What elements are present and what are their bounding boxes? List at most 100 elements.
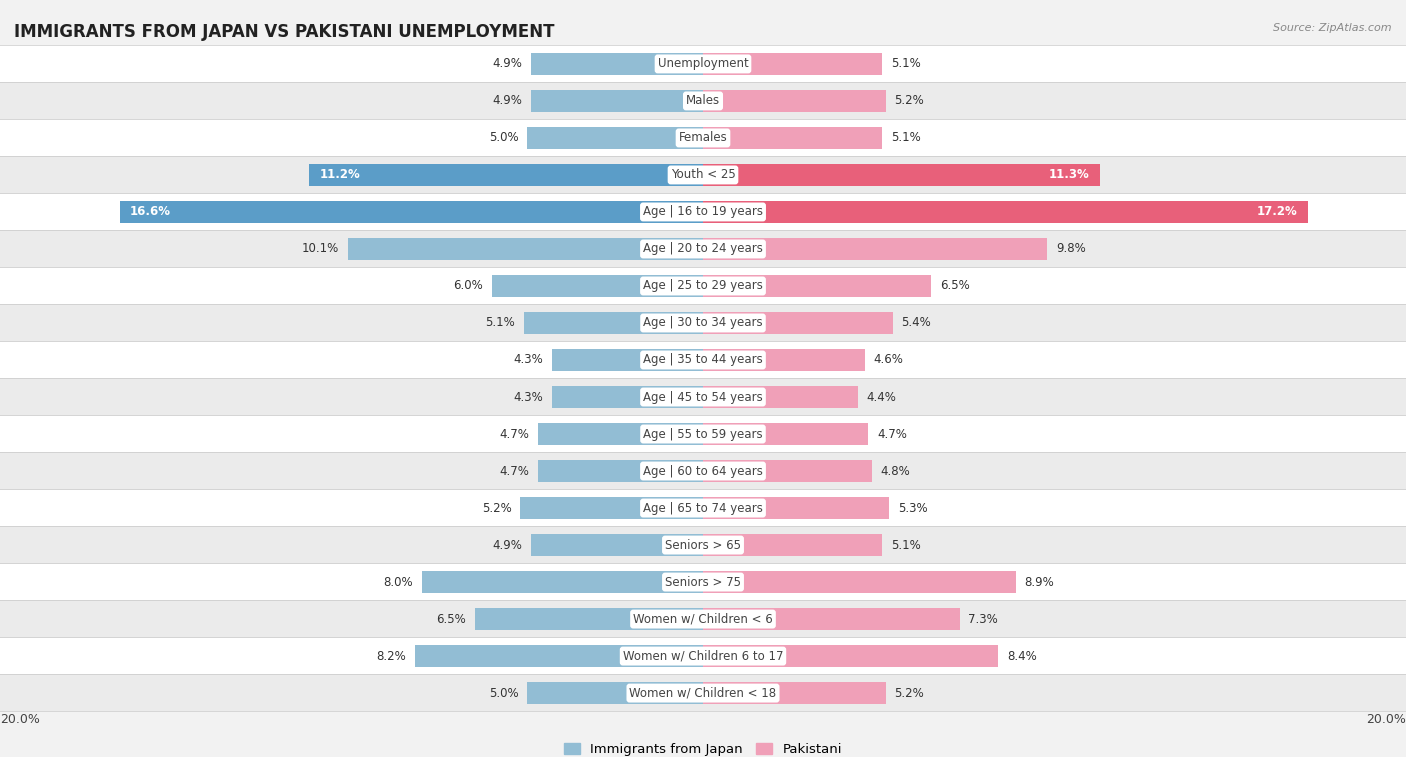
Bar	[703, 275, 932, 297]
Text: Unemployment: Unemployment	[658, 58, 748, 70]
Text: Youth < 25: Youth < 25	[671, 169, 735, 182]
Text: 8.0%: 8.0%	[384, 575, 413, 588]
Text: 7.3%: 7.3%	[969, 612, 998, 625]
FancyBboxPatch shape	[0, 563, 1406, 600]
Bar	[120, 201, 703, 223]
Text: 20.0%: 20.0%	[1367, 713, 1406, 727]
Bar	[703, 238, 1047, 260]
Bar	[703, 534, 883, 556]
Text: 17.2%: 17.2%	[1257, 205, 1296, 219]
FancyBboxPatch shape	[0, 304, 1406, 341]
Text: 5.1%: 5.1%	[891, 58, 921, 70]
Text: 4.9%: 4.9%	[492, 58, 522, 70]
FancyBboxPatch shape	[0, 674, 1406, 712]
Text: Age | 60 to 64 years: Age | 60 to 64 years	[643, 465, 763, 478]
Bar	[422, 571, 703, 593]
Bar	[527, 682, 703, 704]
Bar	[703, 312, 893, 334]
FancyBboxPatch shape	[0, 637, 1406, 674]
Text: 4.9%: 4.9%	[492, 95, 522, 107]
Text: 5.0%: 5.0%	[489, 687, 519, 699]
Bar	[527, 127, 703, 149]
Text: 11.3%: 11.3%	[1049, 169, 1090, 182]
Text: 11.2%: 11.2%	[321, 169, 360, 182]
FancyBboxPatch shape	[0, 157, 1406, 194]
Text: Women w/ Children < 6: Women w/ Children < 6	[633, 612, 773, 625]
Text: 4.9%: 4.9%	[492, 538, 522, 552]
Text: 5.2%: 5.2%	[482, 502, 512, 515]
Text: Age | 16 to 19 years: Age | 16 to 19 years	[643, 205, 763, 219]
Text: 5.2%: 5.2%	[894, 95, 924, 107]
Text: 6.5%: 6.5%	[436, 612, 465, 625]
Text: 8.2%: 8.2%	[377, 650, 406, 662]
Text: Age | 55 to 59 years: Age | 55 to 59 years	[643, 428, 763, 441]
Text: 10.1%: 10.1%	[302, 242, 339, 255]
Bar	[475, 608, 703, 630]
Text: Seniors > 65: Seniors > 65	[665, 538, 741, 552]
FancyBboxPatch shape	[0, 527, 1406, 563]
Text: 8.4%: 8.4%	[1007, 650, 1036, 662]
Text: Age | 45 to 54 years: Age | 45 to 54 years	[643, 391, 763, 403]
Bar	[531, 90, 703, 112]
Text: 5.3%: 5.3%	[898, 502, 928, 515]
Bar	[703, 90, 886, 112]
Text: 6.0%: 6.0%	[454, 279, 484, 292]
FancyBboxPatch shape	[0, 83, 1406, 120]
Text: 6.5%: 6.5%	[941, 279, 970, 292]
Text: Age | 35 to 44 years: Age | 35 to 44 years	[643, 354, 763, 366]
Text: 5.1%: 5.1%	[891, 132, 921, 145]
Text: 4.3%: 4.3%	[513, 354, 543, 366]
Text: 20.0%: 20.0%	[0, 713, 39, 727]
Bar	[703, 460, 872, 482]
Bar	[551, 386, 703, 408]
Text: 4.8%: 4.8%	[880, 465, 910, 478]
Bar	[703, 164, 1099, 186]
Text: 4.4%: 4.4%	[866, 391, 896, 403]
Bar	[531, 534, 703, 556]
Bar	[703, 201, 1308, 223]
Text: 4.3%: 4.3%	[513, 391, 543, 403]
FancyBboxPatch shape	[0, 120, 1406, 157]
Text: 4.7%: 4.7%	[877, 428, 907, 441]
Text: 5.1%: 5.1%	[891, 538, 921, 552]
Bar	[520, 497, 703, 519]
FancyBboxPatch shape	[0, 194, 1406, 230]
Bar	[703, 423, 869, 445]
Bar	[415, 645, 703, 667]
Text: Age | 65 to 74 years: Age | 65 to 74 years	[643, 502, 763, 515]
Text: 5.0%: 5.0%	[489, 132, 519, 145]
Bar	[703, 571, 1015, 593]
Bar	[703, 349, 865, 371]
Bar	[551, 349, 703, 371]
Text: Females: Females	[679, 132, 727, 145]
Bar	[703, 386, 858, 408]
Text: Age | 30 to 34 years: Age | 30 to 34 years	[643, 316, 763, 329]
Text: 9.8%: 9.8%	[1056, 242, 1085, 255]
Text: Seniors > 75: Seniors > 75	[665, 575, 741, 588]
Bar	[309, 164, 703, 186]
FancyBboxPatch shape	[0, 341, 1406, 378]
Text: 8.9%: 8.9%	[1025, 575, 1054, 588]
Text: 16.6%: 16.6%	[129, 205, 172, 219]
Text: 4.7%: 4.7%	[499, 428, 529, 441]
Text: 5.4%: 5.4%	[901, 316, 931, 329]
Text: 4.7%: 4.7%	[499, 465, 529, 478]
Bar	[524, 312, 703, 334]
Text: Age | 20 to 24 years: Age | 20 to 24 years	[643, 242, 763, 255]
Bar	[537, 460, 703, 482]
Text: 4.6%: 4.6%	[873, 354, 903, 366]
Text: Age | 25 to 29 years: Age | 25 to 29 years	[643, 279, 763, 292]
Bar	[703, 497, 889, 519]
Bar	[537, 423, 703, 445]
Bar	[531, 53, 703, 75]
FancyBboxPatch shape	[0, 600, 1406, 637]
Text: Women w/ Children 6 to 17: Women w/ Children 6 to 17	[623, 650, 783, 662]
Bar	[703, 53, 883, 75]
Text: IMMIGRANTS FROM JAPAN VS PAKISTANI UNEMPLOYMENT: IMMIGRANTS FROM JAPAN VS PAKISTANI UNEMP…	[14, 23, 554, 41]
Bar	[703, 682, 886, 704]
Text: 5.2%: 5.2%	[894, 687, 924, 699]
Legend: Immigrants from Japan, Pakistani: Immigrants from Japan, Pakistani	[558, 738, 848, 757]
Bar	[703, 608, 960, 630]
Bar	[703, 127, 883, 149]
FancyBboxPatch shape	[0, 416, 1406, 453]
